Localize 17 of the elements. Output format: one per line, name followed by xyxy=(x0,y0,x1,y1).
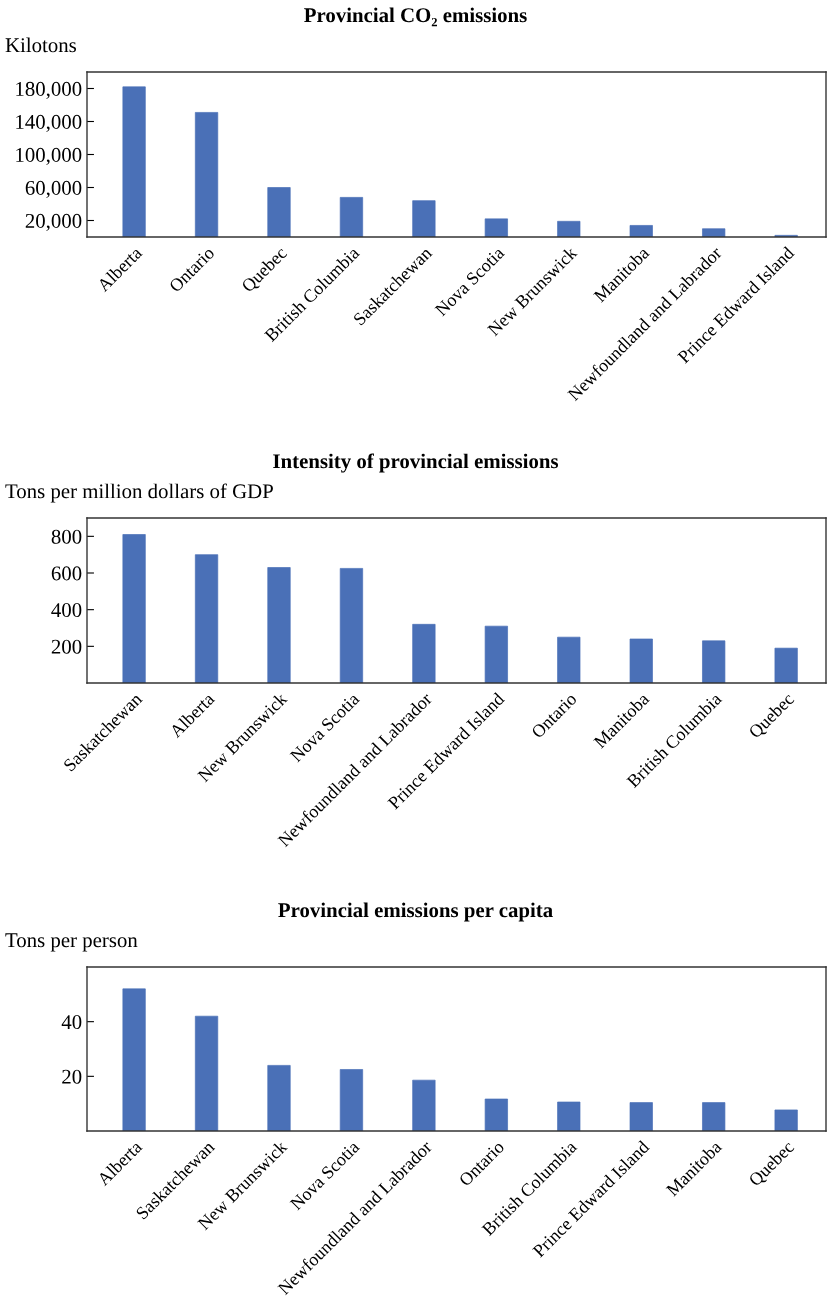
y-tick-label: 20 xyxy=(62,1069,82,1084)
y-tick-label: 40 xyxy=(61,1015,82,1030)
y-tick-label: 400 xyxy=(51,603,82,618)
y-axis-title: Tons per million dollars of GDP xyxy=(5,483,273,503)
chart-title: Provincial CO₂ emissions xyxy=(304,7,527,27)
y-axis-title: Kilotons xyxy=(5,37,77,53)
y-tick-label: 200 xyxy=(51,639,82,654)
y-tick-label: 100,000 xyxy=(16,147,82,165)
y-axis-title: Tons per person xyxy=(5,933,138,952)
chart-title: Provincial emissions per capita xyxy=(278,902,553,922)
y-tick-label: 180,000 xyxy=(16,81,82,99)
y-tick-label: 20,000 xyxy=(25,213,82,231)
chart-title: Intensity of provincial emissions xyxy=(273,453,559,473)
y-tick-label: 600 xyxy=(51,566,82,581)
y-tick-label: 140,000 xyxy=(16,114,82,132)
y-tick-label: 60,000 xyxy=(25,180,82,198)
y-tick-label: 800 xyxy=(51,529,82,544)
